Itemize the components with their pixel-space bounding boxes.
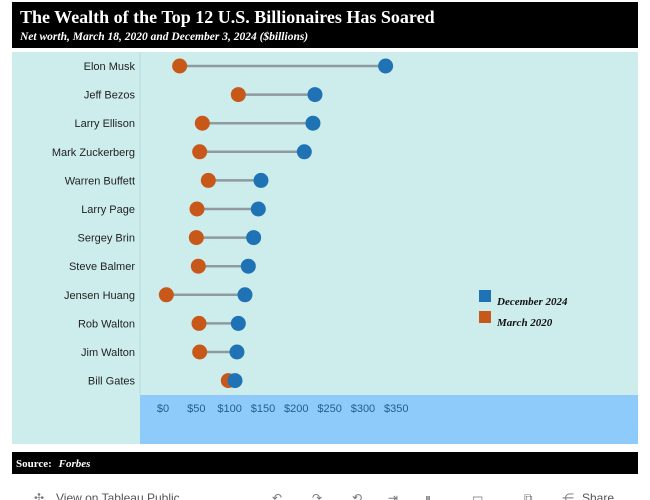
point-march-2020-larry-page[interactable] xyxy=(189,201,205,217)
header-background xyxy=(12,2,638,48)
undo-icon[interactable]: ↶ xyxy=(272,491,283,500)
share-icon[interactable]: ⋲ xyxy=(562,491,574,500)
category-label-bill-gates: Bill Gates xyxy=(88,376,136,388)
legend-label-december-2024: December 2024 xyxy=(496,296,568,308)
share-button[interactable]: Share xyxy=(582,491,615,500)
point-march-2020-sergey-brin[interactable] xyxy=(188,230,204,246)
point-march-2020-steve-balmer[interactable] xyxy=(190,258,206,274)
point-december-2024-jensen-huang[interactable] xyxy=(237,287,253,303)
x-axis-background xyxy=(140,395,638,444)
x-tick-label: $350 xyxy=(384,403,408,415)
x-tick-label: $200 xyxy=(284,403,308,415)
category-labels: Elon Musk Jeff Bezos Larry Ellison Mark Zuc… xyxy=(52,61,136,388)
source-label: Source: xyxy=(16,458,52,470)
x-tick-label: $250 xyxy=(317,403,341,415)
category-label-jensen-huang: Jensen Huang xyxy=(64,290,135,302)
point-december-2024-larry-ellison[interactable] xyxy=(305,115,321,131)
download-icon[interactable]: ⧉ xyxy=(524,491,533,500)
point-march-2020-jim-walton[interactable] xyxy=(192,344,208,360)
chart-marks xyxy=(158,58,394,389)
point-march-2020-warren-buffett[interactable] xyxy=(200,172,216,188)
source-note: Source: Forbes xyxy=(16,458,90,470)
x-tick-label: $50 xyxy=(187,403,205,415)
x-tick-label: $100 xyxy=(217,403,241,415)
device-layout-icon[interactable]: ▭ xyxy=(472,491,484,500)
point-december-2024-rob-walton[interactable] xyxy=(230,315,246,331)
category-label-elon-musk: Elon Musk xyxy=(84,61,136,73)
revert-icon[interactable]: ⟲ xyxy=(352,491,363,500)
tableau-logo-icon: ✣ xyxy=(34,491,45,500)
category-label-larry-page: Larry Page xyxy=(81,204,135,216)
pause-icon[interactable]: ⏸ xyxy=(425,491,432,500)
point-december-2024-warren-buffett[interactable] xyxy=(253,172,269,188)
redo-icon[interactable]: ↷ xyxy=(312,491,323,500)
plot-background xyxy=(12,52,638,395)
point-march-2020-larry-ellison[interactable] xyxy=(194,115,210,131)
view-on-tableau-public-link[interactable]: View on Tableau Public xyxy=(56,491,180,500)
point-march-2020-jeff-bezos[interactable] xyxy=(230,87,246,103)
legend-swatch-march-2020 xyxy=(479,311,491,323)
category-label-steve-balmer: Steve Balmer xyxy=(69,261,135,273)
category-label-sergey-brin: Sergey Brin xyxy=(78,233,135,245)
source-value: Forbes xyxy=(58,458,91,470)
point-december-2024-jeff-bezos[interactable] xyxy=(307,87,323,103)
point-march-2020-rob-walton[interactable] xyxy=(191,315,207,331)
point-december-2024-mark-zuckerberg[interactable] xyxy=(296,144,312,160)
category-label-jim-walton: Jim Walton xyxy=(81,347,135,359)
legend: December 2024 March 2020 xyxy=(479,290,568,329)
point-december-2024-elon-musk[interactable] xyxy=(378,58,394,74)
category-label-warren-buffett: Warren Buffett xyxy=(65,175,135,187)
category-label-rob-walton: Rob Walton xyxy=(78,318,135,330)
x-tick-label: $150 xyxy=(251,403,275,415)
point-december-2024-sergey-brin[interactable] xyxy=(246,230,262,246)
point-march-2020-elon-musk[interactable] xyxy=(172,58,188,74)
legend-label-march-2020: March 2020 xyxy=(496,317,553,329)
point-december-2024-larry-page[interactable] xyxy=(250,201,266,217)
tableau-toolbar: ✣ View on Tableau Public ↶ ↷ ⟲ ⇥ ⏸ ▭ ⧉ ⋲… xyxy=(0,486,650,500)
point-march-2020-jensen-huang[interactable] xyxy=(158,287,174,303)
x-tick-label: $300 xyxy=(351,403,375,415)
category-label-mark-zuckerberg: Mark Zuckerberg xyxy=(52,147,135,159)
chart-subtitle: Net worth, March 18, 2020 and December 3… xyxy=(19,30,308,43)
footer-background xyxy=(12,452,638,474)
point-december-2024-steve-balmer[interactable] xyxy=(240,258,256,274)
point-march-2020-mark-zuckerberg[interactable] xyxy=(192,144,208,160)
legend-swatch-december-2024 xyxy=(479,290,491,302)
forward-icon[interactable]: ⇥ xyxy=(388,491,399,500)
x-tick-label: $0 xyxy=(157,403,169,415)
x-axis-ticks: $0 $50 $100 $150 $200 $250 $300 $350 xyxy=(157,403,409,415)
point-december-2024-bill-gates[interactable] xyxy=(227,373,243,389)
axis-left-background xyxy=(12,395,140,444)
point-december-2024-jim-walton[interactable] xyxy=(229,344,245,360)
category-label-larry-ellison: Larry Ellison xyxy=(74,118,135,130)
chart-title: The Wealth of the Top 12 U.S. Billionair… xyxy=(20,7,435,27)
category-label-jeff-bezos: Jeff Bezos xyxy=(84,90,136,102)
